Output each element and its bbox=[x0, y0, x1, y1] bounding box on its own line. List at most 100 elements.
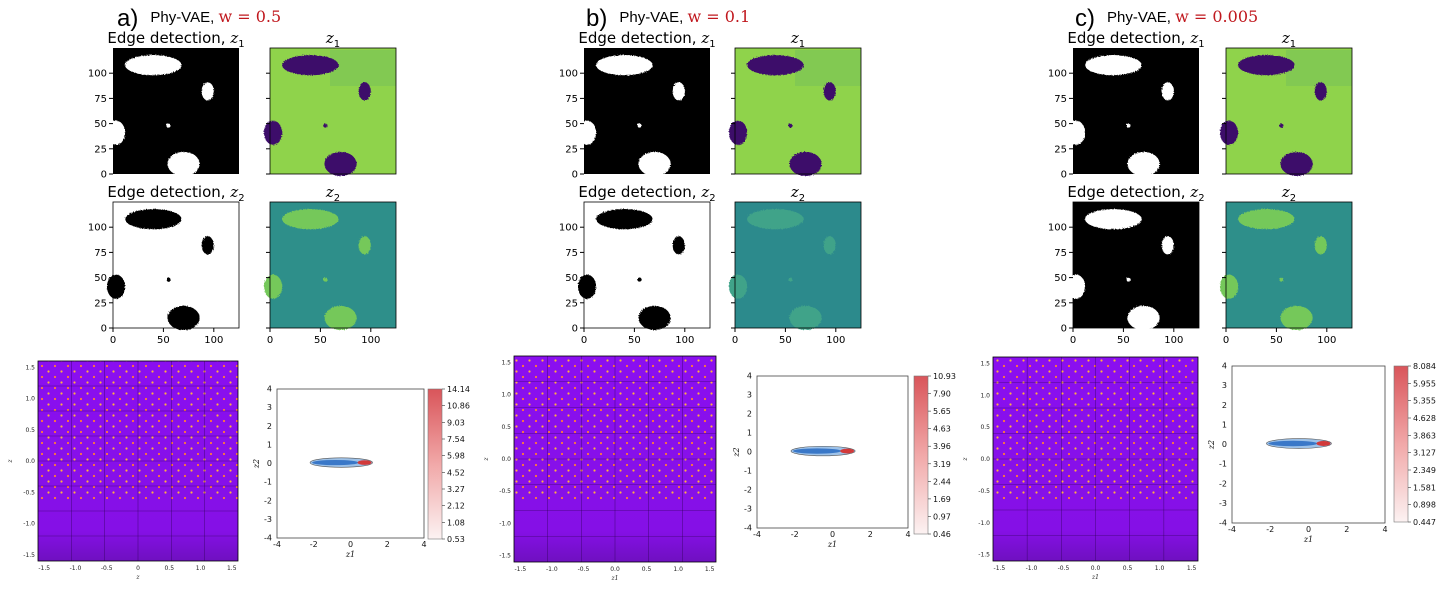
edge-detection-z2: Edge detection, z2 0 25 50 75 100 0 50 100 bbox=[559, 183, 716, 346]
contour-y-tick: -2 bbox=[264, 496, 272, 505]
blob-bottom bbox=[324, 305, 357, 331]
y-tick-label: 75 bbox=[565, 248, 578, 259]
contour-y-tick: 0 bbox=[747, 448, 752, 457]
map-x-label: z1 bbox=[611, 575, 619, 582]
map-y-label: z bbox=[483, 457, 490, 462]
colorbar-tick-label: 5.98 bbox=[447, 452, 465, 461]
y-tick-label: 50 bbox=[94, 119, 107, 130]
y-tick-label: 100 bbox=[88, 69, 107, 80]
contour-y-tick: 0 bbox=[1222, 440, 1227, 449]
colorbar-tick-label: 0.898 bbox=[1413, 501, 1436, 510]
contour-y-tick: -4 bbox=[264, 534, 272, 543]
subplot-title: Edge detection, z1 bbox=[107, 29, 244, 50]
colorbar-tick-label: 3.127 bbox=[1413, 449, 1436, 458]
contour-x-tick: 0 bbox=[348, 540, 353, 549]
blob-top-elongated bbox=[1085, 55, 1142, 76]
blob-top-elongated bbox=[125, 55, 182, 76]
blob-left-edge bbox=[577, 274, 597, 299]
contour-x-tick: 0 bbox=[1306, 525, 1311, 534]
x-tick-label: 0 bbox=[110, 335, 116, 346]
subplot-title: Edge detection, z1 bbox=[578, 29, 715, 50]
map-x-tick: -0.5 bbox=[1058, 565, 1070, 572]
blob-left-edge bbox=[1219, 274, 1239, 299]
blob-bottom bbox=[789, 151, 822, 177]
frame bbox=[269, 201, 397, 329]
y-tick-label: 0 bbox=[572, 170, 578, 181]
x-tick-label: 100 bbox=[204, 335, 223, 346]
latent-density-contour: 4 3 2 1 0 -1 -2 -3 -4-4 -2 0 2 4 z1 z2 bbox=[1207, 362, 1388, 545]
contour-x-tick: -4 bbox=[753, 530, 761, 539]
blob-left-edge bbox=[106, 274, 126, 299]
blob-left-edge bbox=[728, 274, 748, 299]
blob-bottom bbox=[1127, 305, 1160, 331]
subplot-title: z1 bbox=[325, 29, 340, 50]
blob-top-elongated bbox=[1238, 209, 1295, 230]
map-y-tick: 0.5 bbox=[501, 424, 511, 431]
map-y-tick: 1.0 bbox=[501, 392, 511, 399]
blob-dot bbox=[637, 123, 642, 128]
x-tick-label: 0 bbox=[581, 335, 587, 346]
map-x-tick: 1.5 bbox=[705, 566, 715, 573]
edge-detection-z1: Edge detection, z1 0 25 50 75 100 bbox=[1048, 29, 1205, 181]
contour-y-tick: 3 bbox=[747, 391, 752, 400]
colorbar-tick-label: 0.53 bbox=[447, 535, 465, 544]
y-tick-label: 75 bbox=[1054, 248, 1067, 259]
colorbar-tick-label: 5.355 bbox=[1413, 397, 1436, 406]
subplot-title: z2 bbox=[790, 183, 805, 204]
contour-inner-blue bbox=[1268, 440, 1318, 447]
frame bbox=[513, 355, 717, 563]
colorbar-tick-label: 1.581 bbox=[1413, 483, 1436, 492]
map-y-tick: -0.5 bbox=[978, 488, 990, 495]
contour-y-label: z2 bbox=[1207, 440, 1216, 450]
subplot-title: z2 bbox=[325, 183, 340, 204]
colorbar-tick-label: 9.03 bbox=[447, 418, 465, 427]
latent-field-z1: z1 bbox=[263, 29, 397, 177]
blob-right-small bbox=[823, 236, 836, 255]
contour-peak-red bbox=[1316, 441, 1331, 446]
map-x-tick: 1.0 bbox=[1155, 565, 1165, 572]
map-y-tick: -1.0 bbox=[499, 520, 511, 527]
y-tick-label: 0 bbox=[101, 170, 107, 181]
y-tick-label: 100 bbox=[1048, 223, 1067, 234]
blob-bottom bbox=[1280, 151, 1313, 177]
panel-heading: c) Phy-VAE, w = 0.005 bbox=[1075, 5, 1258, 32]
colorbar-tick-label: 10.93 bbox=[933, 372, 956, 381]
map-x-tick: 0 bbox=[136, 565, 140, 572]
map-x-tick: 0.5 bbox=[642, 566, 652, 573]
latent-field-z2: z2 0 50 100 bbox=[728, 183, 862, 346]
colorbar-tick-label: 4.52 bbox=[447, 468, 465, 477]
map-x-tick: -1.5 bbox=[514, 566, 526, 573]
blob-dot bbox=[637, 277, 642, 282]
contour-x-label: z1 bbox=[345, 550, 355, 559]
y-tick-label: 25 bbox=[94, 298, 107, 309]
contour-x-tick: -4 bbox=[273, 540, 281, 549]
y-tick-label: 25 bbox=[1054, 144, 1067, 155]
blob-bottom bbox=[638, 151, 671, 177]
map-x-tick: 0.5 bbox=[1123, 565, 1133, 572]
contour-x-tick: -4 bbox=[1228, 525, 1236, 534]
map-y-tick: 1.0 bbox=[980, 392, 990, 399]
map-y-tick: -1.5 bbox=[978, 552, 990, 559]
blob-dot bbox=[788, 123, 793, 128]
y-tick-label: 25 bbox=[94, 144, 107, 155]
contour-y-tick: -3 bbox=[1219, 499, 1227, 508]
contour-x-tick: 0 bbox=[830, 530, 835, 539]
map-x-tick: 0.0 bbox=[610, 566, 620, 573]
y-tick-label: 100 bbox=[1048, 69, 1067, 80]
map-x-tick: -1.0 bbox=[70, 565, 82, 572]
subplot-title: Edge detection, z2 bbox=[1067, 183, 1204, 204]
edge-detection-z1: Edge detection, z1 0 25 50 75 100 bbox=[559, 29, 716, 181]
colorbar-tick-label: 2.349 bbox=[1413, 466, 1436, 475]
colorbar-tick-label: 4.63 bbox=[933, 425, 951, 434]
y-tick-label: 50 bbox=[1054, 273, 1067, 284]
blob-right-small bbox=[672, 236, 685, 255]
contour-y-tick: 3 bbox=[267, 403, 272, 412]
map-y-tick: 1.5 bbox=[501, 359, 511, 366]
colorbar-tick-label: 5.955 bbox=[1413, 379, 1436, 388]
colorbar-tick-label: 10.86 bbox=[447, 402, 470, 411]
x-tick-label: 100 bbox=[675, 335, 694, 346]
blob-right-small bbox=[358, 82, 371, 101]
panel-heading: b) Phy-VAE, w = 0.1 bbox=[586, 5, 750, 32]
